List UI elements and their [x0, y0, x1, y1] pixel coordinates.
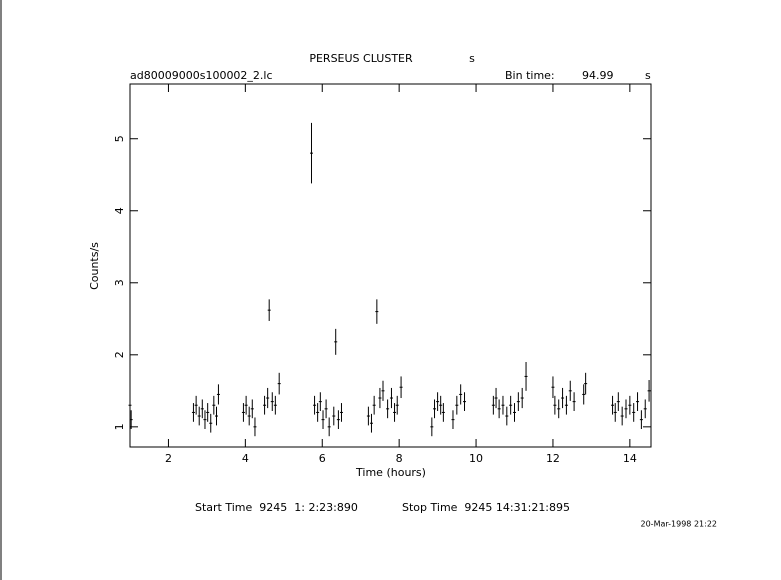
start-time: Start Time 9245 1: 2:23:890 [195, 501, 358, 514]
x-tick-label: 14 [623, 452, 637, 465]
y-axis-label: Counts/s [88, 242, 101, 290]
title-unit: s [469, 52, 475, 65]
x-axis-label: Time (hours) [355, 466, 426, 479]
bin-time-unit: s [645, 69, 651, 82]
x-tick-label: 8 [396, 452, 403, 465]
x-tick-label: 2 [165, 452, 172, 465]
y-tick-label: 1 [113, 423, 126, 430]
x-tick-label: 6 [319, 452, 326, 465]
bin-time-label: Bin time: [505, 69, 555, 82]
y-tick-label: 5 [113, 135, 126, 142]
x-tick-label: 4 [242, 452, 249, 465]
stop-time: Stop Time 9245 14:31:21:895 [402, 501, 570, 514]
plot-frame [129, 83, 652, 448]
x-tick-label: 12 [546, 452, 560, 465]
y-tick-label: 3 [113, 279, 126, 286]
filename: ad80009000s100002_2.lc [130, 69, 273, 82]
date: 20-Mar-1998 21:22 [641, 520, 718, 529]
chart-title: PERSEUS CLUSTER [309, 52, 413, 65]
x-tick-label: 10 [469, 452, 483, 465]
bin-time: 94.99 [582, 69, 614, 82]
y-tick-label: 4 [113, 207, 126, 214]
y-tick-label: 2 [113, 351, 126, 358]
